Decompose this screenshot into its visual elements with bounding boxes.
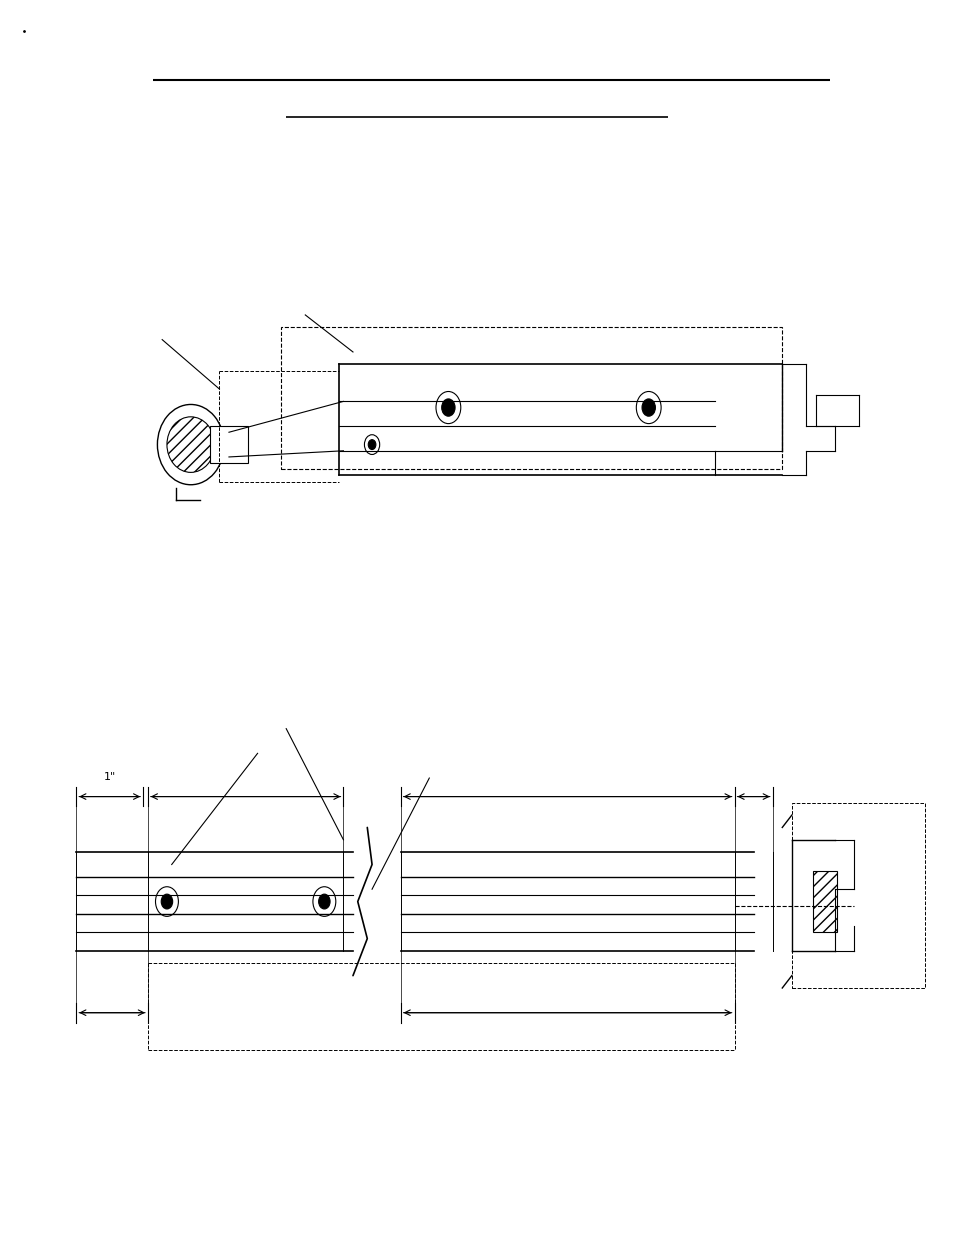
Circle shape [368, 440, 375, 450]
Circle shape [313, 887, 335, 916]
Bar [791, 803, 924, 988]
Bar [281, 327, 781, 469]
Circle shape [161, 894, 172, 909]
Circle shape [636, 391, 660, 424]
Ellipse shape [157, 405, 224, 485]
Bar [210, 426, 248, 463]
Ellipse shape [167, 417, 214, 473]
Text: 1": 1" [104, 772, 115, 782]
Bar [812, 871, 836, 932]
Circle shape [318, 894, 330, 909]
Bar [210, 426, 248, 463]
Circle shape [155, 887, 178, 916]
Circle shape [436, 391, 460, 424]
Circle shape [364, 435, 379, 454]
Circle shape [641, 399, 655, 416]
Circle shape [441, 399, 455, 416]
